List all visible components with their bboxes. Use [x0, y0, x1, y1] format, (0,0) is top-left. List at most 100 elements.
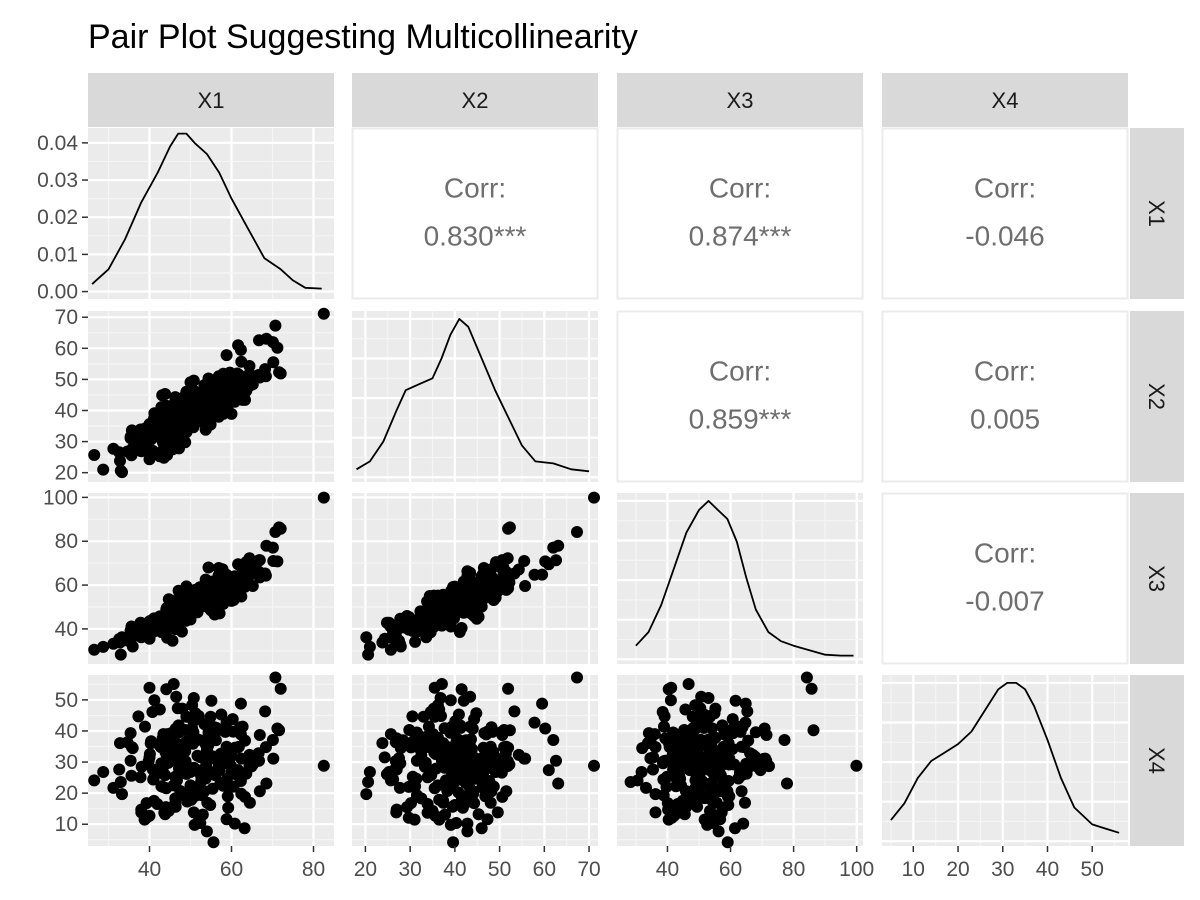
scatter-point: [159, 437, 172, 450]
corr-label: Corr:: [444, 173, 506, 204]
scatter-point: [778, 734, 791, 746]
scatter-point: [225, 407, 238, 420]
strip-label-top-X2: X2: [462, 88, 489, 113]
scatter-point: [700, 738, 713, 751]
scatter-point: [669, 728, 682, 741]
scatter-point: [144, 737, 157, 750]
scatter-point: [662, 683, 675, 696]
scatter-point: [571, 671, 583, 684]
scatter-point: [710, 796, 723, 809]
scatter-point: [260, 539, 273, 552]
scatter-point: [190, 763, 203, 776]
scatter-point: [220, 716, 233, 729]
scatter-point: [220, 349, 233, 362]
scatter-point: [686, 710, 699, 723]
scatter-point: [317, 307, 330, 320]
scatter-point: [124, 727, 137, 740]
chart-title: Pair Plot Suggesting Multicollinearity: [88, 18, 638, 56]
scatter-point: [173, 442, 185, 455]
scatter-point: [171, 702, 184, 715]
scatter-point: [703, 789, 716, 802]
scatter-point: [146, 421, 159, 434]
scatter-point: [571, 526, 583, 538]
scatter-point: [649, 806, 662, 819]
scatter-point: [107, 637, 120, 650]
x-tick-label-X2: 50: [488, 858, 511, 881]
y-tick-label-X4: 30: [55, 751, 78, 774]
scatter-point: [186, 722, 199, 735]
scatter-point: [689, 774, 702, 787]
strip-label-right-X2: X2: [1144, 383, 1169, 410]
scatter-point: [431, 699, 444, 712]
panel-bg: [882, 675, 1128, 846]
y-tick-label-X2: 50: [55, 368, 78, 391]
strip-label-right-X1: X1: [1144, 200, 1169, 227]
strip-label-right-X3: X3: [1144, 565, 1169, 592]
scatter-point: [405, 741, 417, 754]
scatter-point: [240, 556, 253, 569]
scatter-point: [552, 539, 565, 552]
scatter-point: [187, 594, 200, 607]
scatter-point: [744, 760, 757, 773]
strip-top-X3: [617, 73, 863, 127]
scatter-point: [274, 682, 287, 695]
y-tick-label-X4: 20: [55, 782, 78, 805]
scatter-point: [169, 427, 182, 440]
scatter-point: [97, 766, 110, 778]
scatter-point: [159, 808, 172, 821]
scatter-point: [139, 720, 151, 733]
scatter-point: [542, 764, 555, 777]
scatter-point: [726, 713, 739, 726]
scatter-point: [159, 388, 172, 400]
scatter-point: [378, 751, 391, 764]
scatter-point: [390, 732, 403, 745]
scatter-point: [196, 789, 208, 802]
y-tick-label-X3: 100: [43, 486, 78, 509]
scatter-point: [409, 780, 422, 793]
scatter-point: [405, 622, 417, 635]
corr-label: Corr:: [709, 173, 771, 204]
x-tick-label-X3: 80: [782, 858, 805, 881]
y-tick-label-X2: 70: [55, 306, 78, 329]
scatter-point: [447, 581, 460, 593]
scatter-point: [317, 759, 330, 772]
scatter-point: [116, 788, 128, 801]
y-tick-label-X2: 20: [55, 462, 78, 485]
strip-top-X1: [88, 73, 334, 127]
scatter-point: [640, 781, 652, 794]
corr-panel-bg: [351, 127, 599, 300]
scatter-point: [140, 435, 153, 447]
scatter-point: [468, 713, 481, 726]
scatter-point: [360, 788, 373, 801]
scatter-point: [491, 585, 504, 598]
scatter-point: [235, 590, 248, 603]
scatter-point: [170, 599, 183, 612]
scatter-point: [204, 799, 217, 811]
scatter-point: [259, 567, 272, 580]
x-tick-label-X4: 20: [946, 858, 969, 881]
scatter-point: [536, 697, 549, 710]
scatter-point: [659, 732, 672, 745]
corr-panel-bg: [881, 310, 1129, 483]
scatter-point: [202, 372, 215, 385]
scatter-point: [214, 370, 227, 383]
scatter-point: [671, 798, 684, 810]
scatter-point: [723, 758, 736, 771]
scatter-point: [186, 603, 199, 616]
x-tick-label-X4: 30: [991, 858, 1014, 881]
scatter-point: [689, 699, 702, 712]
scatter-point: [448, 726, 460, 739]
y-tick-label-X1: 0.00: [37, 281, 78, 304]
y-tick-label-X2: 60: [55, 337, 78, 360]
scatter-point: [151, 798, 164, 810]
scatter-point: [519, 580, 532, 592]
scatter-point: [266, 734, 279, 746]
scatter-point: [360, 631, 373, 644]
scatter-point: [528, 568, 541, 581]
scatter-point: [500, 785, 513, 798]
scatter-point: [221, 585, 233, 597]
scatter-point: [222, 801, 235, 814]
scatter-point: [635, 766, 648, 778]
scatter-point: [682, 678, 695, 690]
facet-panels: Corr:0.830***Corr:0.874***Corr:-0.046Cor…: [88, 127, 1129, 849]
